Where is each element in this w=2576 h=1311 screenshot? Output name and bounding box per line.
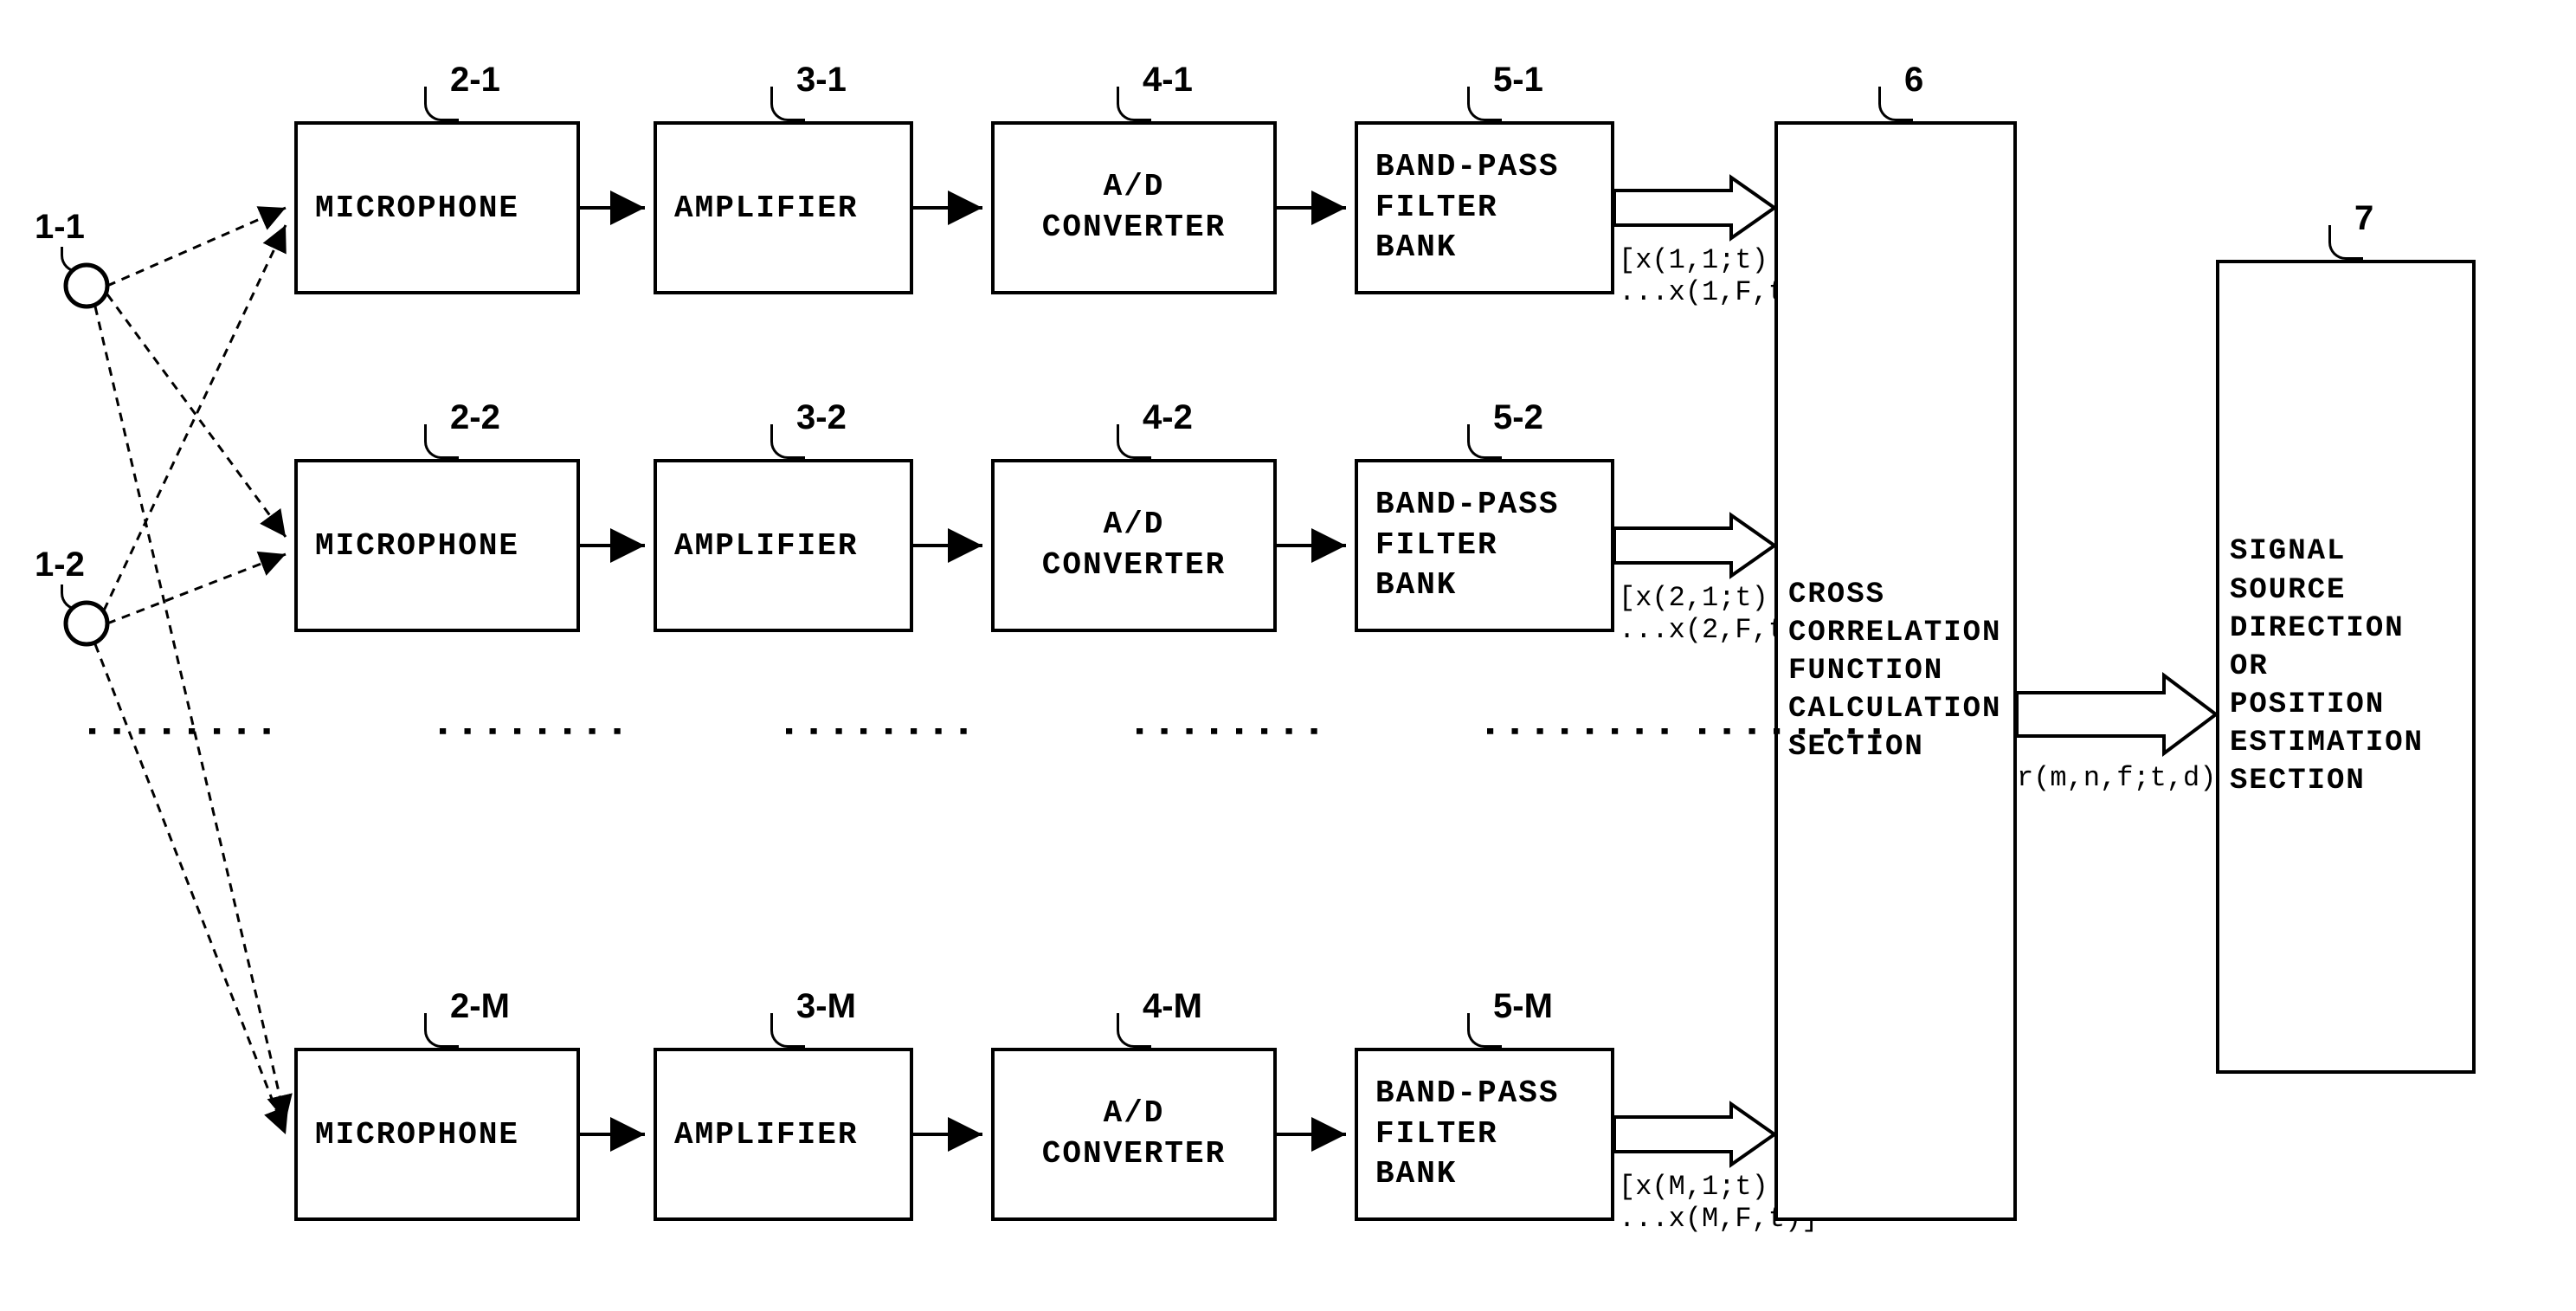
block-amplifier-M: AMPLIFIER <box>654 1048 913 1221</box>
leader <box>424 1013 459 1048</box>
leader <box>1467 424 1502 459</box>
thick-arrow-icon <box>1614 515 1774 576</box>
thick-arrow-icon <box>1614 178 1774 238</box>
vdots-icon: ········ <box>428 719 628 744</box>
block-bpf-2: BAND-PASS FILTER BANK <box>1355 459 1614 632</box>
vdots-icon: ········ <box>1125 719 1324 744</box>
block-amplifier-1: AMPLIFIER <box>654 121 913 294</box>
vdots-icon: ········ <box>1688 719 1887 744</box>
signal-out: r(m,n,f;t,d) <box>2017 762 2216 794</box>
thick-arrow-icon <box>2017 675 2216 753</box>
vdots-icon: ········ <box>775 719 974 744</box>
label-5-M: 5-M <box>1493 987 1553 1026</box>
block-microphone-1: MICROPHONE <box>294 121 580 294</box>
leader <box>1117 1013 1151 1048</box>
leader <box>424 424 459 459</box>
label-1-2: 1-2 <box>35 546 85 584</box>
leader <box>1117 87 1151 121</box>
block-amplifier-2: AMPLIFIER <box>654 459 913 632</box>
leader <box>61 584 87 610</box>
thick-arrow-icon <box>1614 1104 1774 1165</box>
block-adc-1: A/D CONVERTER <box>991 121 1277 294</box>
block-bpf-1: BAND-PASS FILTER BANK <box>1355 121 1614 294</box>
block-estimator: SIGNAL SOURCE DIRECTION OR POSITION ESTI… <box>2216 260 2476 1074</box>
vdots-icon: ········ <box>78 719 277 744</box>
leader <box>1117 424 1151 459</box>
leader <box>1878 87 1913 121</box>
vdots-icon: ········ <box>1476 719 1675 744</box>
leader <box>770 87 805 121</box>
label-3-M: 3-M <box>796 987 856 1026</box>
block-microphone-M: MICROPHONE <box>294 1048 580 1221</box>
leader <box>2328 225 2363 260</box>
leader <box>61 247 87 273</box>
leader <box>770 1013 805 1048</box>
leader <box>424 87 459 121</box>
block-bpf-M: BAND-PASS FILTER BANK <box>1355 1048 1614 1221</box>
block-cross-correlation: CROSS CORRELATION FUNCTION CALCULATION S… <box>1774 121 2017 1221</box>
block-adc-M: A/D CONVERTER <box>991 1048 1277 1221</box>
label-1-1: 1-1 <box>35 208 85 247</box>
leader <box>770 424 805 459</box>
block-adc-2: A/D CONVERTER <box>991 459 1277 632</box>
leader <box>1467 1013 1502 1048</box>
block-microphone-2: MICROPHONE <box>294 459 580 632</box>
label-4-M: 4-M <box>1143 987 1202 1026</box>
leader <box>1467 87 1502 121</box>
label-2-M: 2-M <box>450 987 510 1026</box>
